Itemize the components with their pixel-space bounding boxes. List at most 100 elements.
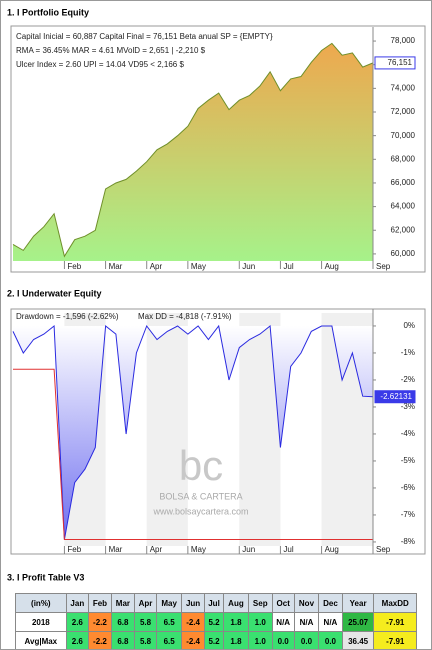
table-row: 2018 2.6 -2.2 6.8 5.8 6.5 -2.4 5.2 1.8 1.0 N/A N/A N… (15, 612, 417, 632)
series-line (12, 42, 374, 258)
table-cell: 25.07 (341, 612, 375, 632)
table-row: Avg|Max 2.6 -2.2 6.8 5.8 6.5 -2.4 5.2 1.8 1.0 0.0 0… (15, 631, 417, 649)
table-cell: Aug (222, 593, 249, 613)
y-tick-label: -8% (401, 537, 415, 546)
end-label: 76,151 (388, 58, 413, 67)
plots: 60,000 62,000 64,000 66,000 68,000 70,000 72,0… (12, 27, 416, 554)
section-title: 3. I Profit Table V3 (7, 572, 84, 582)
x-tick-label: Mar (109, 262, 123, 271)
table-cell: 1.8 (222, 612, 249, 632)
x-tick-label: Jun (242, 262, 255, 271)
x-tick-label: Jul (283, 545, 293, 554)
annotation: RMA = 36.45% MAR = 4.61 MVolD = 2,651 | … (16, 46, 206, 55)
table-cell: 2.6 (65, 612, 89, 632)
watermark-url: www.bolsaycartera.com (152, 506, 248, 516)
table-cell: 2018 (15, 612, 67, 632)
table-cell: Apr (133, 593, 158, 613)
x-tick-label: May (191, 262, 206, 271)
table-cell: Mar (110, 593, 135, 613)
y-tick-label: -5% (401, 456, 415, 465)
table-cell: Jan (65, 593, 89, 613)
table-cell: 36.45 (341, 631, 375, 649)
table-cell: MaxDD (373, 593, 417, 613)
y-tick-label: -3% (401, 402, 415, 411)
y-tick-label: 78,000 (391, 36, 416, 45)
end-label-box (374, 56, 416, 70)
y-tick-label: 72,000 (391, 107, 416, 116)
y-tick-label: 60,000 (391, 249, 416, 258)
x-tick-label: Apr (150, 545, 163, 554)
y-tick-label: 74,000 (391, 83, 416, 92)
y-tick-label: 64,000 (391, 202, 416, 211)
table-cell: Year (341, 593, 375, 613)
y-tick-label: 62,000 (391, 225, 416, 234)
x-tick-label: Sep (376, 545, 391, 554)
section-title: 1. I Portfolio Equity (7, 7, 89, 17)
x-tick-label: Feb (67, 262, 81, 271)
month-band (146, 313, 188, 546)
table-cell: -7.91 (373, 612, 417, 632)
table-cell: 6.5 (156, 612, 183, 632)
end-label: -2.62131 (380, 392, 412, 401)
x-tick-label: Mar (109, 545, 123, 554)
y-tick-label: 0% (403, 321, 415, 330)
table-cell: -2.4 (181, 631, 206, 649)
table-cell: (in%) (15, 593, 67, 613)
end-label-box (374, 390, 416, 404)
table-cell: Nov (293, 593, 320, 613)
annotation: Ulcer Index = 2.60 UPI = 14.04 VD95 < 2,… (16, 60, 184, 69)
x-tick-label: Jul (283, 262, 293, 271)
table-cell: -2.4 (181, 612, 206, 632)
watermark-logo: bc (179, 442, 223, 489)
section-title: 2. I Underwater Equity (7, 288, 102, 298)
table-cell: 1.0 (247, 631, 273, 649)
table-cell: 6.8 (110, 631, 135, 649)
x-tick-label: Aug (325, 262, 339, 271)
series-line (13, 368, 373, 540)
table-cell: Sep (247, 593, 273, 613)
table-cell: N/A (318, 612, 343, 632)
table-cell: 6.5 (156, 631, 183, 649)
y-tick-label: 66,000 (391, 178, 416, 187)
table-cell: -2.2 (87, 631, 112, 649)
table-cell: Dec (318, 593, 343, 613)
annotation: Capital Inicial = 60,887 Capital Final =… (16, 32, 273, 41)
y-tick-label: -2% (401, 375, 415, 384)
table-cell: N/A (293, 612, 320, 632)
table-cell: Avg|Max (15, 631, 67, 649)
annotation: Drawdown = -1,596 (-2.62%) (16, 312, 119, 321)
table-cell: 2.6 (65, 631, 89, 649)
table-cell: Oct (271, 593, 295, 613)
header-row: (in%) Jan Feb Mar Apr May Jun Jul Aug Sep Oct Nov De… (15, 593, 417, 613)
area-fill (13, 43, 373, 262)
x-tick-label: Apr (150, 262, 163, 271)
table-cell: 0.0 (271, 631, 295, 649)
x-tick-label: Sep (376, 262, 391, 271)
table-cell: 0.0 (293, 631, 320, 649)
table-cell: Jun (181, 593, 206, 613)
table-cell: 5.2 (204, 612, 224, 632)
y-tick-label: 70,000 (391, 131, 416, 140)
table-cell: -7.91 (373, 631, 417, 649)
x-tick-label: Feb (67, 545, 81, 554)
y-tick-label: -1% (401, 348, 415, 357)
y-tick-label: 68,000 (391, 154, 416, 163)
x-tick-label: Jun (242, 545, 255, 554)
table-cell: 0.0 (318, 631, 343, 649)
table-cell: -2.2 (87, 612, 112, 632)
series-line (12, 324, 374, 540)
table-cell: 5.8 (133, 631, 158, 649)
table-cell: 1.0 (247, 612, 273, 632)
table-cell: N/A (271, 612, 295, 632)
table-cell: Feb (87, 593, 112, 613)
y-tick-label: -7% (401, 510, 415, 519)
table-cell: 6.8 (110, 612, 135, 632)
table-cell: 5.2 (204, 631, 224, 649)
table-cell: 1.8 (222, 631, 249, 649)
table-cell: Jul (204, 593, 224, 613)
table-cell: 5.8 (133, 612, 158, 632)
x-tick-label: May (191, 545, 206, 554)
watermark-name: BOLSA & CARTERA (159, 491, 242, 501)
